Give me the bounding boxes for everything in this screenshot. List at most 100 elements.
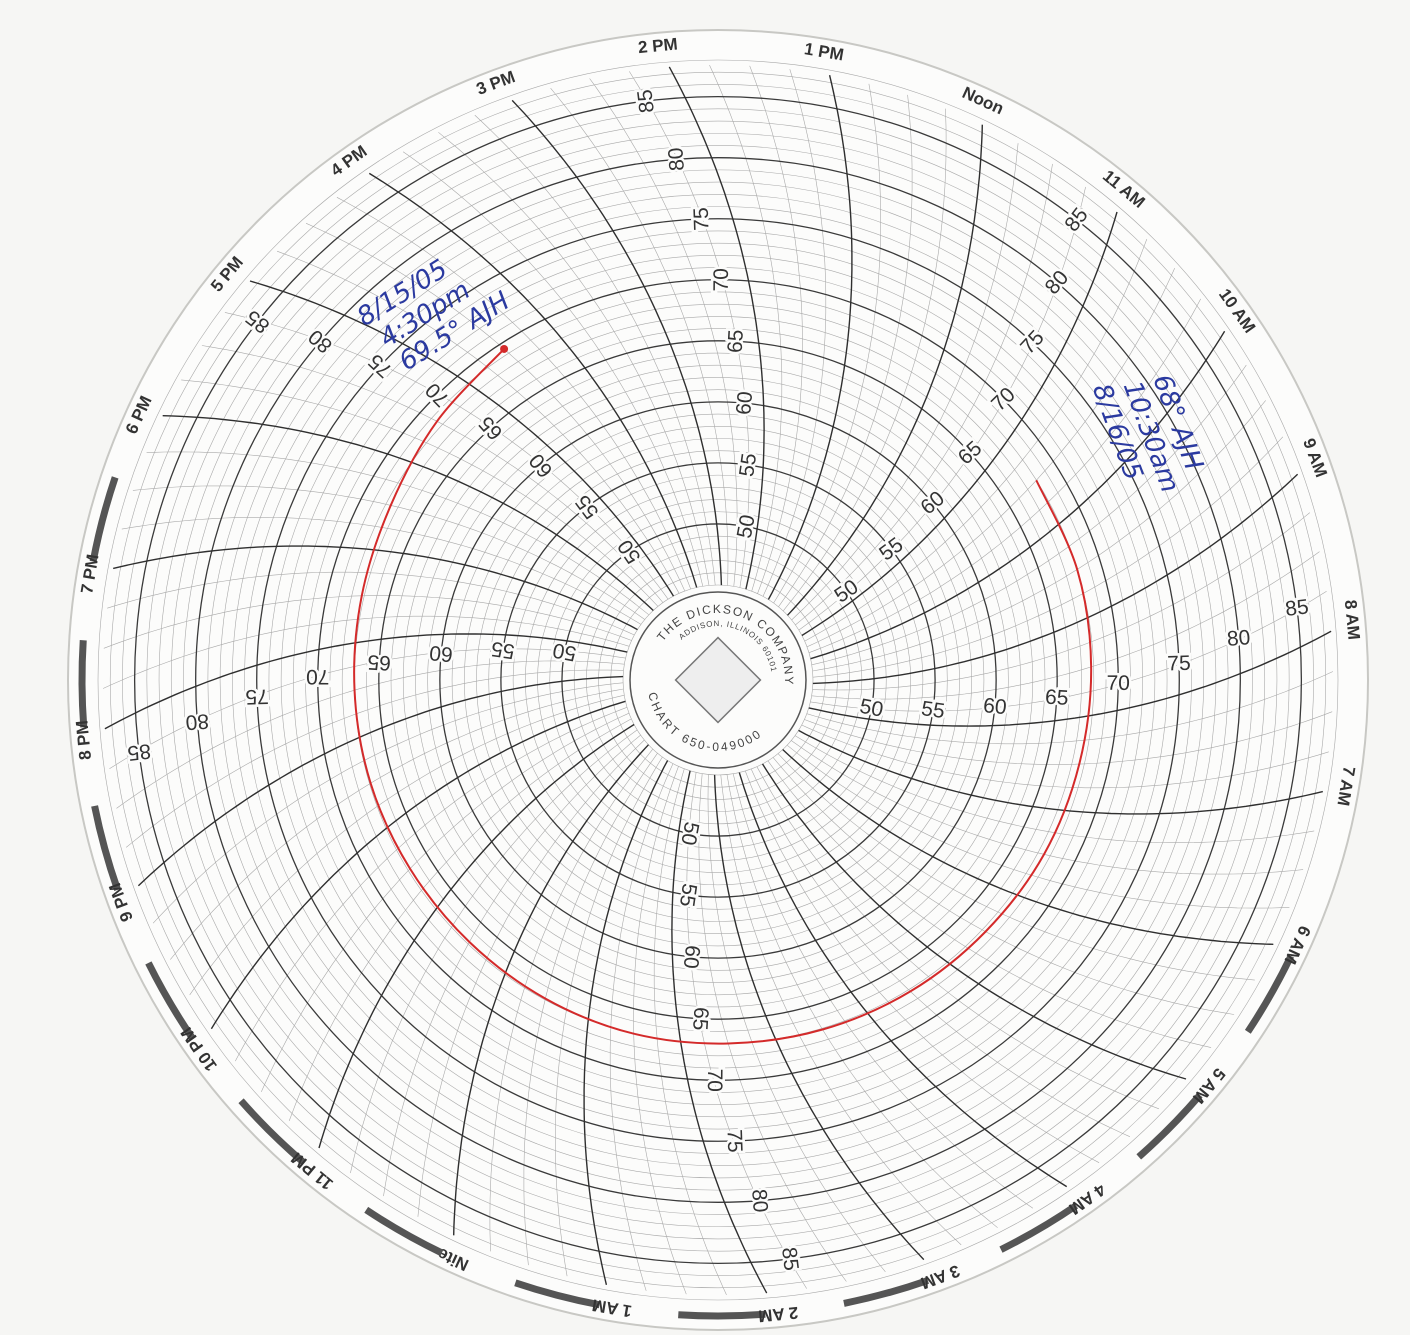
minor-grid-circle [268, 230, 1168, 1130]
minor-grid-line [777, 753, 1255, 981]
minor-grid-line [812, 512, 1310, 691]
trace-line [353, 348, 1093, 1045]
grid-line [453, 744, 650, 1236]
minor-grid-line [808, 298, 1201, 653]
y-tick-label: 65 [1044, 686, 1069, 710]
minor-grid-line [103, 595, 632, 649]
grid-line [798, 729, 1323, 815]
grid-circle [378, 340, 1058, 1020]
grid-circle [133, 95, 1303, 1265]
trace-start [500, 344, 509, 353]
grid-line [671, 770, 768, 1294]
grid-circle [317, 279, 1119, 1081]
y-tick-label: 75 [245, 684, 269, 708]
minor-grid-line [170, 688, 624, 960]
minor-grid-circle [402, 364, 1034, 996]
minor-grid-line [109, 648, 626, 769]
minor-grid-line [633, 766, 687, 1295]
minor-grid-circle [183, 145, 1253, 1215]
night-bar [514, 1279, 601, 1309]
y-tick-label: 65 [724, 329, 748, 354]
minor-grid-line [686, 772, 807, 1289]
night-bar [1136, 1092, 1203, 1160]
y-tick-label: 80 [185, 709, 210, 734]
grid-line [668, 66, 765, 590]
x-tick-label: 8 AM [1341, 599, 1364, 641]
minor-grid-circle [463, 425, 973, 935]
minor-grid-line [806, 267, 1175, 648]
grid-circle [195, 157, 1241, 1203]
minor-grid-line [201, 345, 664, 603]
y-tick-label: 70 [306, 665, 330, 688]
y-tick-label: 75 [690, 207, 714, 231]
minor-grid-line [726, 774, 998, 1228]
minor-grid-line [417, 739, 645, 1217]
grid-circle [500, 462, 936, 898]
night-bar [1244, 954, 1295, 1034]
minor-grid-circle [280, 242, 1156, 1118]
y-tick-label: 60 [732, 390, 757, 416]
minor-grid-line [786, 744, 1290, 909]
grid-line [808, 630, 1332, 727]
minor-grid-circle [244, 206, 1192, 1154]
minor-grid-line [762, 69, 827, 597]
minor-grid-circle [488, 450, 948, 910]
minor-grid-circle [549, 511, 887, 849]
grid-line [210, 700, 626, 1030]
y-tick-label: 50 [551, 638, 578, 665]
minor-grid-line [152, 682, 624, 924]
minor-grid-line [235, 707, 628, 1062]
minor-grid-line [767, 760, 1212, 1048]
minor-grid-line [116, 660, 625, 809]
grid-line [786, 124, 983, 616]
minor-grid-circle [305, 267, 1131, 1093]
minor-grid-line [555, 756, 663, 1277]
minor-grid-line [709, 64, 783, 592]
grid-line [812, 473, 1299, 685]
minor-grid-circle [158, 120, 1278, 1240]
night-bar [364, 1206, 444, 1257]
minor-grid-line [550, 88, 729, 586]
minor-grid-circle [427, 389, 1009, 971]
night-bar [89, 476, 119, 563]
grid-line [137, 675, 624, 887]
grid-line [761, 763, 1187, 1080]
minor-grid-circle [97, 59, 1339, 1301]
minor-grid-line [801, 724, 1329, 789]
grid-line [511, 99, 723, 586]
minor-grid-circle [366, 328, 1070, 1032]
minor-grid-line [811, 551, 1320, 700]
y-tick-label: 75 [1167, 652, 1191, 676]
minor-grid-line [698, 773, 847, 1282]
night-bar [78, 640, 88, 728]
minor-grid-line [720, 774, 962, 1246]
grid-line [113, 545, 638, 631]
minor-grid-line [773, 83, 881, 604]
grid-line [767, 75, 853, 600]
minor-grid-line [756, 766, 1160, 1110]
minor-grid-line [350, 729, 638, 1174]
minor-grid-line [804, 238, 1148, 642]
y-tick-label: 70 [1106, 672, 1130, 695]
minor-grid-line [305, 223, 686, 592]
grid-line [104, 633, 628, 730]
minor-grid-line [812, 400, 1266, 672]
minor-grid-circle [537, 499, 899, 861]
minor-grid-line [181, 379, 659, 607]
y-tick-label: 65 [367, 650, 392, 674]
minor-grid-line [811, 364, 1247, 666]
minor-grid-line [288, 718, 632, 1122]
minor-grid-line [474, 114, 716, 586]
grid-line [318, 723, 635, 1149]
grid-line [713, 774, 925, 1261]
minor-grid-line [383, 734, 641, 1197]
y-tick-label: 60 [428, 641, 454, 666]
grid-line [162, 415, 654, 612]
minor-grid-circle [390, 352, 1046, 1008]
center-hole [674, 636, 762, 724]
minor-grid-line [794, 735, 1315, 843]
grid-line [810, 330, 1226, 660]
y-tick-label: 80 [1226, 626, 1251, 651]
night-bar [238, 1098, 306, 1165]
